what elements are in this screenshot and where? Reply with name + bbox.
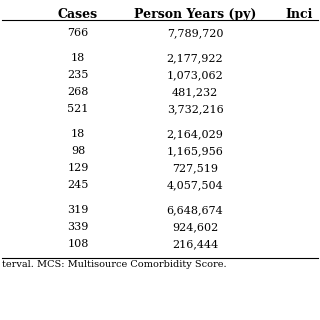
Text: 235: 235 [67, 70, 89, 80]
Text: 2,177,922: 2,177,922 [167, 53, 223, 63]
Text: 108: 108 [67, 239, 89, 249]
Text: 268: 268 [67, 87, 89, 97]
Text: 4,057,504: 4,057,504 [167, 180, 223, 190]
Text: 521: 521 [67, 104, 89, 114]
Text: Inci: Inci [285, 8, 312, 21]
Text: 319: 319 [67, 205, 89, 215]
Text: 924,602: 924,602 [172, 222, 218, 232]
Text: 18: 18 [71, 129, 85, 139]
Text: 216,444: 216,444 [172, 239, 218, 249]
Text: 245: 245 [67, 180, 89, 190]
Text: 129: 129 [67, 163, 89, 173]
Text: 3,732,216: 3,732,216 [167, 104, 223, 114]
Text: 6,648,674: 6,648,674 [167, 205, 223, 215]
Text: 2,164,029: 2,164,029 [167, 129, 223, 139]
Text: 18: 18 [71, 53, 85, 63]
Text: 339: 339 [67, 222, 89, 232]
Text: 481,232: 481,232 [172, 87, 218, 97]
Text: 1,165,956: 1,165,956 [167, 146, 223, 156]
Text: Person Years (py): Person Years (py) [134, 8, 256, 21]
Text: Cases: Cases [58, 8, 98, 21]
Text: 727,519: 727,519 [172, 163, 218, 173]
Text: 766: 766 [68, 28, 89, 38]
Text: 1,073,062: 1,073,062 [167, 70, 223, 80]
Text: 98: 98 [71, 146, 85, 156]
Text: 7,789,720: 7,789,720 [167, 28, 223, 38]
Text: terval. MCS: Multisource Comorbidity Score.: terval. MCS: Multisource Comorbidity Sco… [2, 260, 227, 269]
